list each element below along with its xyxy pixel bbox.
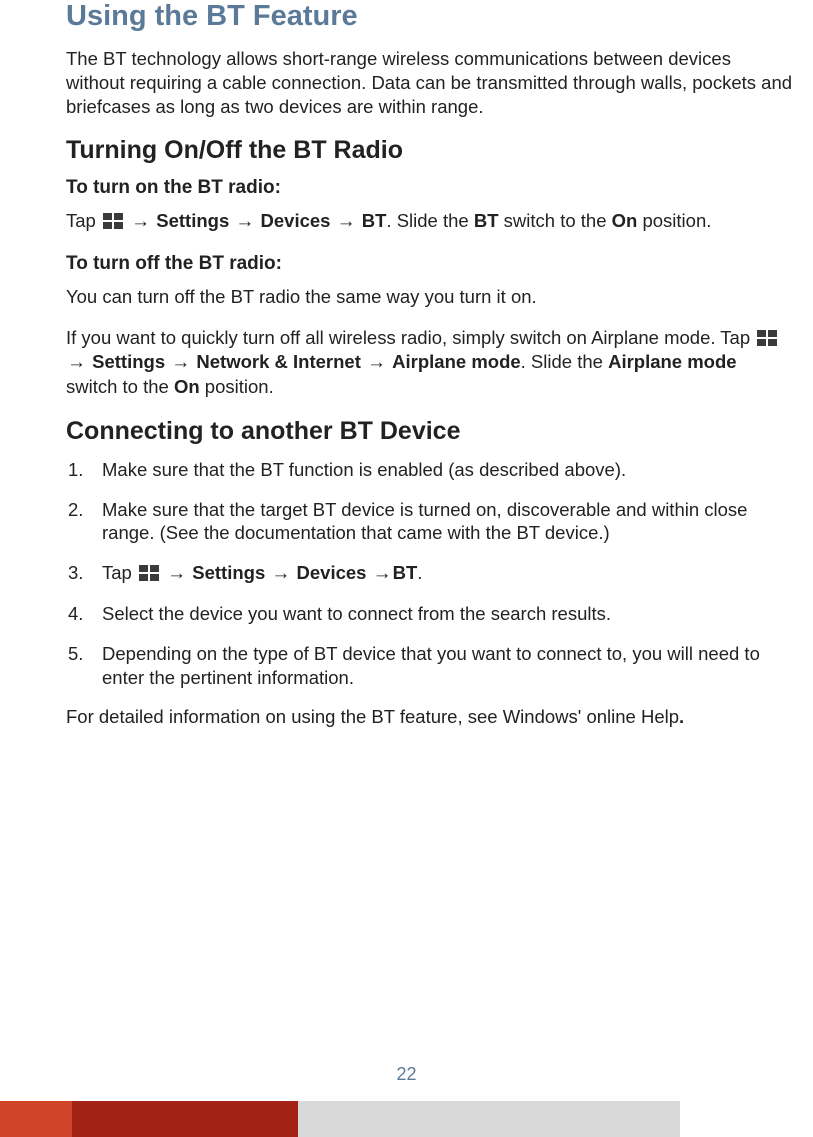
footer-decoration <box>0 1101 680 1137</box>
text-fragment: For detailed information on using the BT… <box>66 706 679 727</box>
arrow-icon: → <box>337 210 356 234</box>
turn-off-line: You can turn off the BT radio the same w… <box>66 285 793 309</box>
page-title: Using the BT Feature <box>66 0 793 33</box>
nav-devices: Devices <box>261 210 331 231</box>
list-item: Make sure that the target BT device is t… <box>66 498 793 545</box>
airplane-instruction: If you want to quickly turn off all wire… <box>66 326 793 399</box>
windows-logo-icon <box>757 330 777 346</box>
airplane-mode-label: Airplane mode <box>608 351 737 372</box>
text-fragment: If you want to quickly turn off all wire… <box>66 327 755 348</box>
nav-settings: Settings <box>156 210 229 231</box>
windows-logo-icon <box>139 565 159 581</box>
arrow-icon: → <box>373 562 392 586</box>
text-fragment: position. <box>200 376 274 397</box>
arrow-icon: → <box>367 351 386 375</box>
text-fragment: Tap <box>66 210 101 231</box>
section-heading-radio: Turning On/Off the BT Radio <box>66 136 793 165</box>
nav-devices: Devices <box>297 562 367 583</box>
text-fragment: switch to the <box>499 210 612 231</box>
document-page: Using the BT Feature The BT technology a… <box>0 0 813 729</box>
footer-bar-gray <box>298 1101 680 1137</box>
arrow-icon: → <box>235 210 254 234</box>
arrow-icon: → <box>131 210 150 234</box>
on-label: On <box>612 210 638 231</box>
arrow-icon: → <box>67 351 86 375</box>
list-item: Tap → Settings → Devices →BT. <box>66 561 793 586</box>
subheading-turn-on: To turn on the BT radio: <box>66 177 793 199</box>
section-heading-connect: Connecting to another BT Device <box>66 417 793 446</box>
page-number: 22 <box>0 1064 813 1085</box>
subheading-turn-off: To turn off the BT radio: <box>66 253 793 275</box>
arrow-icon: → <box>171 351 190 375</box>
text-fragment: position. <box>637 210 711 231</box>
text-fragment: . <box>417 562 422 583</box>
intro-paragraph: The BT technology allows short-range wir… <box>66 47 793 118</box>
nav-settings: Settings <box>92 351 165 372</box>
list-item: Select the device you want to connect fr… <box>66 602 793 626</box>
nav-network: Network & Internet <box>196 351 360 372</box>
nav-airplane: Airplane mode <box>392 351 521 372</box>
text-fragment: . Slide the <box>386 210 473 231</box>
closing-dot: . <box>679 706 684 727</box>
footer-bar-red <box>72 1101 298 1137</box>
steps-list: Make sure that the BT function is enable… <box>66 458 793 689</box>
arrow-icon: → <box>167 562 186 586</box>
list-item: Depending on the type of BT device that … <box>66 642 793 689</box>
on-label: On <box>174 376 200 397</box>
nav-bt: BT <box>362 210 387 231</box>
arrow-icon: → <box>271 562 290 586</box>
text-fragment: . Slide the <box>521 351 608 372</box>
list-item: Make sure that the BT function is enable… <box>66 458 793 482</box>
closing-paragraph: For detailed information on using the BT… <box>66 705 793 729</box>
text-fragment: switch to the <box>66 376 174 397</box>
turn-on-instruction: Tap → Settings → Devices → BT. Slide the… <box>66 209 793 234</box>
windows-logo-icon <box>103 213 123 229</box>
nav-settings: Settings <box>192 562 265 583</box>
nav-bt: BT <box>393 562 418 583</box>
footer-bar-orange <box>0 1101 72 1137</box>
bt-label: BT <box>474 210 499 231</box>
text-fragment: Tap <box>102 562 137 583</box>
